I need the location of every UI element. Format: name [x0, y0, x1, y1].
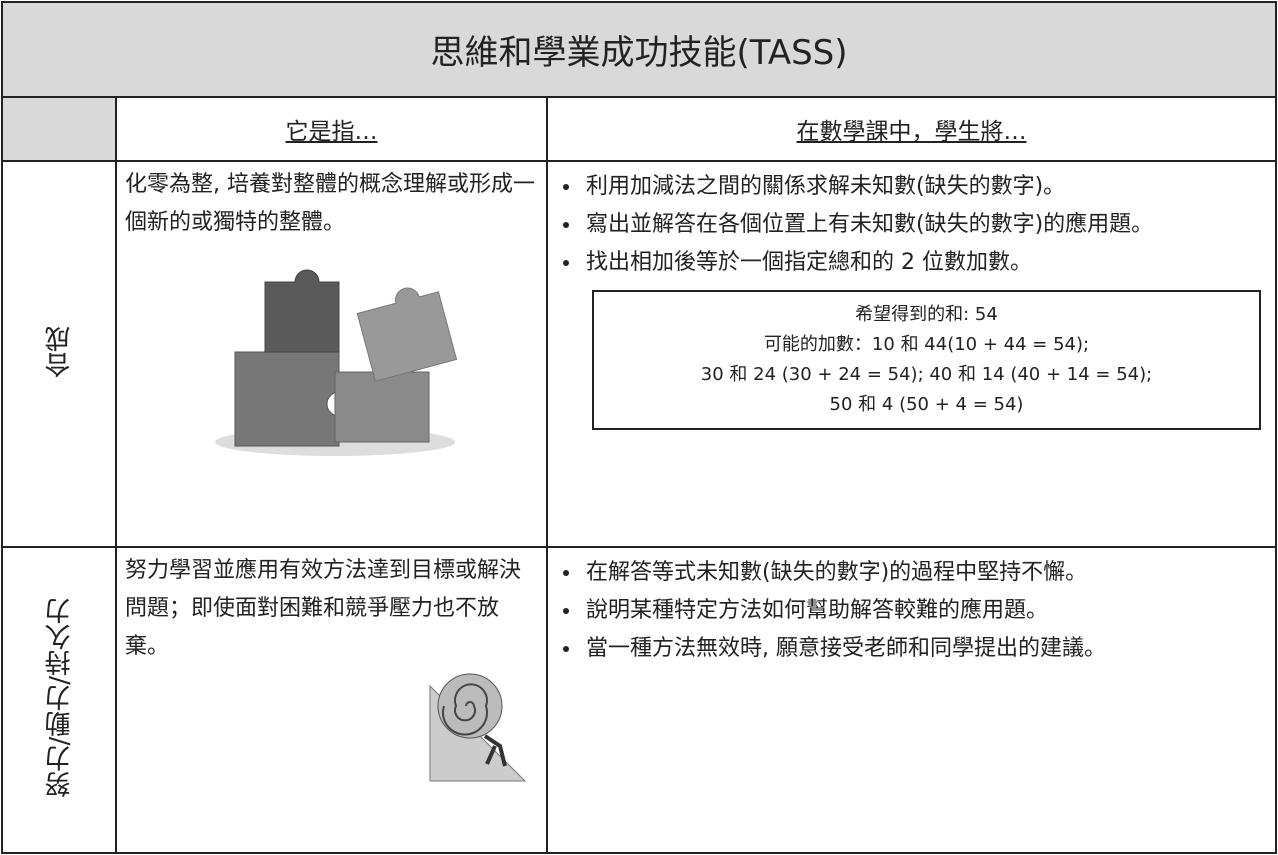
example-box: 希望得到的和: 54 可能的加數：10 和 44(10 + 44 = 54); … — [592, 290, 1261, 430]
row-label: 合成 — [44, 326, 75, 378]
corner-cell — [1, 96, 117, 162]
column-header: 它是指… — [115, 96, 548, 162]
description-cell: 化零為整, 培養對整體的概念理解或形成一個新的或獨特的整體。 — [115, 160, 548, 548]
column-header-text: 在數學課中，學生將… — [796, 119, 1027, 145]
example-line: 希望得到的和: 54 — [855, 304, 998, 325]
sisyphus-image — [429, 673, 527, 782]
description: 化零為整, 培養對整體的概念理解或形成一個新的或獨特的整體。 — [125, 172, 535, 235]
bullet-list: 在解答等式未知數(缺失的數字)的過程中堅持不懈。 說明某種特定方法如何幫助解答較… — [548, 554, 1275, 668]
bullet: 寫出並解答在各個位置上有未知數(缺失的數字)的應用題。 — [582, 206, 1275, 244]
row-label-cell: 合成 — [1, 160, 117, 548]
student-cell: 在解答等式未知數(缺失的數字)的過程中堅持不懈。 說明某種特定方法如何幫助解答較… — [546, 546, 1277, 854]
example-line: 50 和 4 (50 + 4 = 54) — [829, 394, 1024, 415]
bullet: 在解答等式未知數(缺失的數字)的過程中堅持不懈。 — [582, 554, 1275, 592]
bullet: 利用加減法之間的關係求解未知數(缺失的數字)。 — [582, 168, 1275, 206]
example-line: 30 和 24 (30 + 24 = 54); 40 和 14 (40 + 14… — [700, 364, 1153, 385]
bullet: 當一種方法無效時, 願意接受老師和同學提出的建議。 — [582, 630, 1275, 668]
column-header: 在數學課中，學生將… — [546, 96, 1277, 162]
title: 思維和學業成功技能(TASS) — [1, 1, 1277, 98]
row-label: 努力/動力/持久力 — [44, 598, 75, 798]
example-line: 可能的加數：10 和 44(10 + 44 = 54); — [763, 334, 1090, 355]
student-cell: 利用加減法之間的關係求解未知數(缺失的數字)。 寫出並解答在各個位置上有未知數(… — [546, 160, 1277, 548]
bullet: 找出相加後等於一個指定總和的 2 位數加數。 — [582, 244, 1275, 282]
description-cell: 努力學習並應用有效方法達到目標或解決問題；即使面對困難和競爭壓力也不放棄。 — [115, 546, 548, 854]
description: 努力學習並應用有效方法達到目標或解決問題；即使面對困難和競爭壓力也不放棄。 — [125, 558, 522, 659]
row-label-cell: 努力/動力/持久力 — [1, 546, 117, 854]
puzzle-image — [215, 269, 458, 456]
bullet-list: 利用加減法之間的關係求解未知數(缺失的數字)。 寫出並解答在各個位置上有未知數(… — [548, 168, 1275, 282]
column-header-text: 它是指… — [285, 119, 378, 145]
bullet: 說明某種特定方法如何幫助解答較難的應用題。 — [582, 592, 1275, 630]
